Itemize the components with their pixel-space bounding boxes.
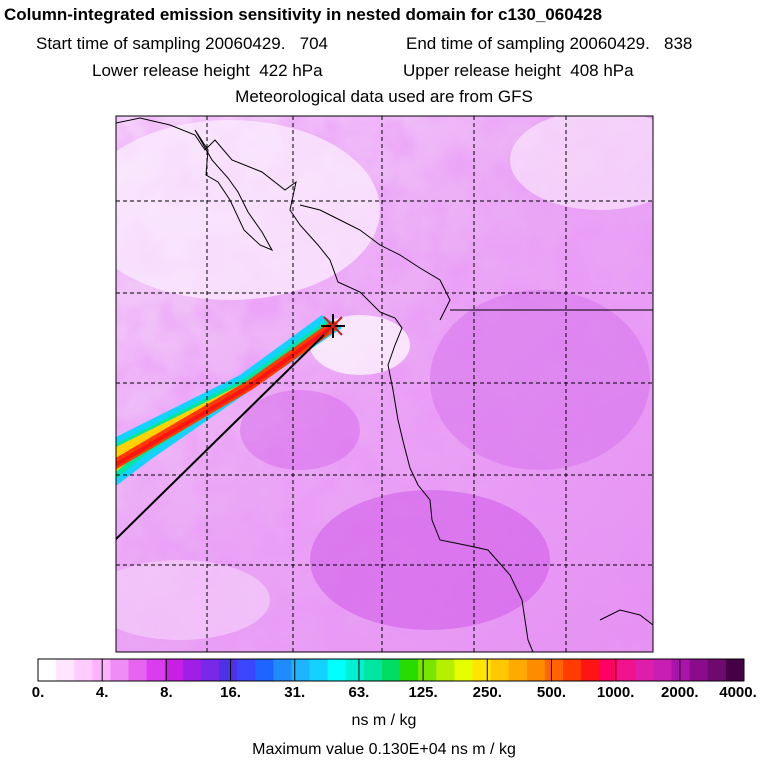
colorbar-swatch	[291, 659, 311, 681]
colorbar-swatch	[309, 659, 329, 681]
colorbar-swatch	[635, 659, 654, 681]
colorbar-tick-label: 0.	[31, 684, 45, 701]
colorbar-tick-label: 4.	[95, 684, 109, 701]
colorbar-swatch	[255, 659, 274, 681]
colorbar-tick-label: 250.	[472, 684, 502, 701]
coastline-island	[194, 129, 274, 252]
colorbar-swatch	[92, 659, 111, 681]
colorbar-swatch	[400, 659, 419, 681]
high-sensitivity-zone	[430, 290, 650, 470]
colorbar-swatch	[725, 659, 745, 681]
colorbar-swatch	[273, 659, 292, 681]
low-sensitivity-zone	[116, 120, 380, 300]
colorbar-swatch	[689, 659, 709, 681]
colorbar-swatch	[219, 659, 238, 681]
colorbar-tick-label: 125.	[408, 684, 438, 701]
colorbar-swatch	[599, 659, 618, 681]
coastline-mainland	[116, 117, 534, 652]
colorbar-swatch	[164, 659, 184, 681]
colorbar-swatch	[526, 659, 546, 681]
plot-area	[116, 116, 653, 652]
colorbar-tick-label: 16.	[220, 684, 241, 701]
units-label: ns m / kg	[351, 712, 417, 729]
colorbar-swatch	[418, 659, 437, 681]
coastline-east	[599, 609, 653, 626]
colorbar-swatch	[128, 659, 148, 681]
colorbar-swatch	[671, 659, 691, 681]
colorbar-swatch	[56, 659, 75, 681]
colorbar-swatch	[454, 659, 473, 681]
max-value-label: Maximum value 0.130E+04 ns m / kg	[252, 741, 516, 758]
colorbar-swatch	[345, 659, 365, 681]
colorbar	[37, 658, 745, 682]
colorbar-swatch	[617, 659, 636, 681]
colorbar-swatch	[707, 659, 727, 681]
coastline-inland	[299, 204, 451, 321]
colorbar-swatch	[508, 659, 528, 681]
colorbar-tick-label: 31.	[284, 684, 306, 701]
colorbar-swatch	[237, 659, 256, 681]
plot-title: Column-integrated emission sensitivity i…	[4, 5, 603, 24]
colorbar-swatch	[38, 659, 57, 681]
colorbar-tick-label: 500.	[536, 684, 567, 701]
plume-core-max	[116, 324, 335, 467]
start-time-label: Start time of sampling 20060429. 704	[36, 34, 329, 53]
colorbar-swatch	[146, 659, 166, 681]
met-data-label: Meteorological data used are from GFS	[235, 87, 533, 106]
low-sensitivity-zone	[510, 116, 653, 210]
colorbar-swatch	[490, 659, 510, 681]
colorbar-tick-label: 8.	[160, 684, 173, 701]
flight-track	[116, 325, 334, 540]
colorbar-swatch	[182, 659, 202, 681]
lat-lon-grid	[116, 116, 653, 652]
colorbar-tick-label: 1000.	[596, 684, 635, 701]
low-sensitivity-zone	[116, 560, 270, 640]
high-sensitivity-zone	[240, 390, 360, 470]
release-point-marker	[321, 314, 345, 338]
colorbar-swatch	[327, 659, 347, 681]
colorbar-swatch	[363, 659, 383, 681]
colorbar-swatch	[110, 659, 130, 681]
colorbar-tick-label: 63.	[348, 684, 370, 701]
upper-release-label: Upper release height 408 hPa	[403, 61, 634, 80]
colorbar-swatch	[200, 659, 220, 681]
colorbar-swatch	[562, 659, 582, 681]
colorbar-swatch	[436, 659, 455, 681]
high-sensitivity-zone	[310, 490, 550, 630]
colorbar-swatch	[544, 659, 564, 681]
end-time-label: End time of sampling 20060429. 838	[406, 34, 693, 53]
colorbar-swatch	[653, 659, 673, 681]
colorbar-tick-label: 2000.	[661, 684, 699, 701]
colorbar-swatch	[581, 659, 600, 681]
lower-release-label: Lower release height 422 hPa	[92, 61, 323, 80]
plot-frame	[115, 115, 654, 653]
colorbar-swatch	[74, 659, 93, 681]
colorbar-swatch	[381, 659, 401, 681]
colorbar-swatch	[472, 659, 492, 681]
colorbar-tick-label: 4000.	[719, 684, 757, 701]
